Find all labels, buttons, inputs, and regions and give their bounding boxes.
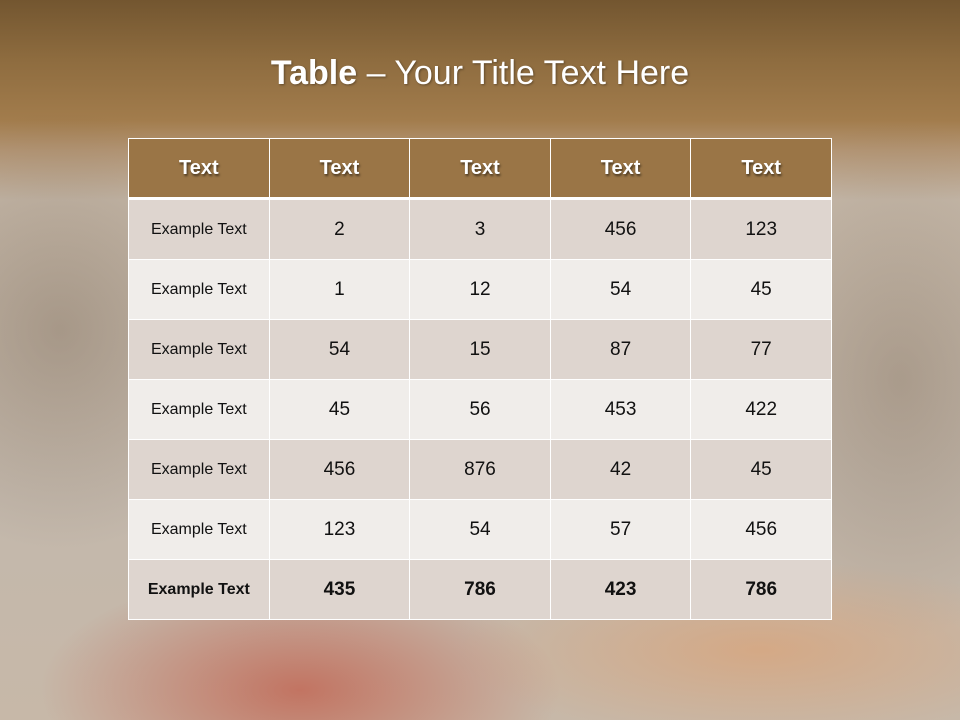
table-cell: 45 — [268, 379, 411, 440]
table-cell: 786 — [690, 559, 832, 620]
table-cell: 422 — [690, 379, 832, 440]
table-row: Example Text 45 56 453 422 — [128, 379, 832, 440]
table-cell: 45 — [690, 439, 832, 500]
table-cell: 15 — [409, 319, 551, 380]
data-table: Text Text Text Text Text Example Text 2 3 456 12… — [128, 138, 832, 620]
table-cell: 123 — [690, 198, 832, 260]
table-cell: 123 — [268, 499, 411, 560]
row-label: Example Text — [128, 319, 270, 380]
slide-title: Table – Your Title Text Here — [0, 54, 960, 93]
row-label: Example Text — [128, 559, 270, 620]
table-cell: 77 — [690, 319, 832, 380]
table-row: Example Text 2 3 456 123 — [128, 198, 832, 260]
total-row: Example Text 435 786 423 786 — [128, 559, 832, 620]
column-header: Text — [690, 138, 832, 200]
table-cell: 12 — [409, 259, 551, 320]
row-label: Example Text — [128, 379, 270, 440]
column-header: Text — [549, 138, 692, 200]
table-row: Example Text 456 876 42 45 — [128, 439, 832, 500]
table-cell: 2 — [268, 198, 411, 260]
table-cell: 87 — [549, 319, 692, 380]
table-cell: 3 — [409, 198, 551, 260]
table-cell: 54 — [268, 319, 411, 380]
column-header: Text — [268, 138, 411, 200]
table-cell: 456 — [690, 499, 832, 560]
title-rest: – Your Title Text Here — [357, 54, 690, 92]
row-label: Example Text — [128, 439, 270, 500]
column-header: Text — [128, 138, 270, 200]
table-cell: 1 — [268, 259, 411, 320]
table-cell: 456 — [549, 198, 692, 260]
table-cell: 453 — [549, 379, 692, 440]
table-cell: 423 — [549, 559, 692, 620]
header-row: Text Text Text Text Text — [128, 138, 832, 200]
row-label: Example Text — [128, 198, 270, 260]
row-label: Example Text — [128, 499, 270, 560]
table-cell: 786 — [409, 559, 551, 620]
table-cell: 56 — [409, 379, 551, 440]
table-row: Example Text 1 12 54 45 — [128, 259, 832, 320]
table-cell: 42 — [549, 439, 692, 500]
table-cell: 54 — [549, 259, 692, 320]
title-bold: Table — [270, 54, 358, 92]
table-cell: 54 — [409, 499, 551, 560]
table-row: Example Text 123 54 57 456 — [128, 499, 832, 560]
table-cell: 435 — [268, 559, 411, 620]
row-label: Example Text — [128, 259, 270, 320]
table-cell: 876 — [409, 439, 551, 500]
table-cell: 45 — [690, 259, 832, 320]
column-header: Text — [409, 138, 551, 200]
table-cell: 57 — [549, 499, 692, 560]
table-cell: 456 — [268, 439, 411, 500]
table-row: Example Text 54 15 87 77 — [128, 319, 832, 380]
